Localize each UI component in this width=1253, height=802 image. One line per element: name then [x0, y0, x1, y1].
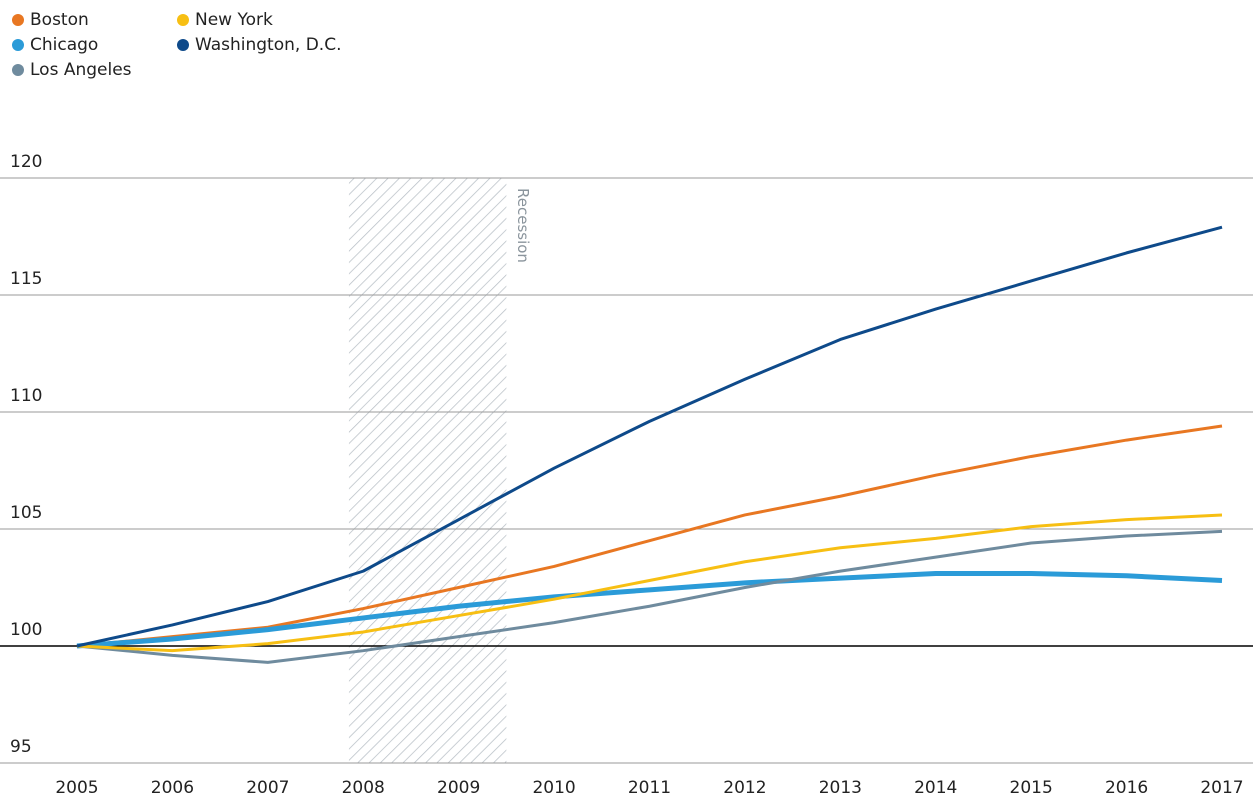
x-tick-label: 2005	[55, 778, 98, 798]
x-tick-label: 2012	[723, 778, 766, 798]
x-tick-label: 2010	[532, 778, 575, 798]
y-tick-label: 120	[10, 152, 42, 172]
y-tick-label: 105	[10, 503, 42, 523]
recession-band	[348, 178, 507, 763]
x-tick-label: 2015	[1010, 778, 1053, 798]
legend-marker	[177, 39, 189, 51]
legend-marker	[12, 14, 24, 26]
x-tick-label: 2013	[819, 778, 862, 798]
legend-label: Chicago	[30, 35, 98, 55]
legend-marker	[177, 14, 189, 26]
series-line	[76, 529, 1223, 664]
x-tick-label: 2008	[342, 778, 385, 798]
legend-marker	[12, 64, 24, 76]
series-line	[76, 570, 1223, 649]
legend-label: Washington, D.C.	[195, 35, 341, 55]
series-line	[76, 513, 1223, 653]
legend-label: New York	[195, 10, 273, 30]
y-tick-label: 115	[10, 269, 42, 289]
y-tick-label: 100	[10, 620, 42, 640]
x-tick-label: 2011	[628, 778, 671, 798]
x-tick-label: 2017	[1200, 778, 1243, 798]
legend-label: Boston	[30, 10, 89, 30]
recession-label: Recession	[514, 188, 532, 263]
series-line	[76, 225, 1223, 648]
legend-marker	[12, 39, 24, 51]
x-tick-label: 2016	[1105, 778, 1148, 798]
legend-label: Los Angeles	[30, 60, 132, 80]
x-tick-label: 2007	[246, 778, 289, 798]
x-tick-label: 2006	[151, 778, 194, 798]
y-tick-label: 95	[10, 737, 32, 757]
y-tick-label: 110	[10, 386, 42, 406]
x-tick-label: 2014	[914, 778, 957, 798]
series-line	[76, 424, 1223, 648]
x-tick-label: 2009	[437, 778, 480, 798]
